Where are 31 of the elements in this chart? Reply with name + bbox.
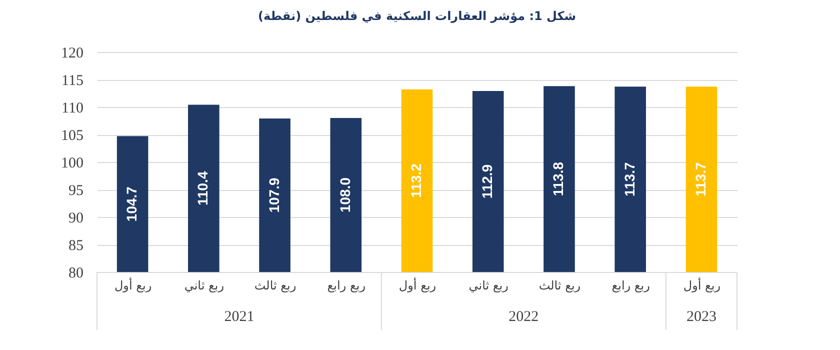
y-tick-label: 105 [61,128,84,144]
x-tick-label: ربع ثالث [254,278,296,292]
y-tick-label: 95 [68,183,84,199]
x-tick-label: ربع ثاني [184,278,224,292]
data-label: 113.2 [408,163,424,198]
chart-title: شكل 1: مؤشر العقارات السكنية في فلسطين (نقطة) [258,9,576,23]
x-tick-label: ربع أول [398,278,436,292]
data-label: 112.9 [479,164,496,199]
x-tick-label: ربع ثاني [468,278,509,292]
x-tick-label: ربع أول [114,278,152,292]
text: 2023 [686,309,716,325]
y-tick-label: 85 [68,238,84,254]
y-tick-label: 110 [62,100,84,116]
y-tick-label: 80 [68,266,84,282]
text: 2022 [508,309,539,325]
data-label: 108.0 [336,177,353,213]
y-tick-label: 100 [61,156,84,172]
data-label: 104.7 [124,186,140,222]
data-label: 107.9 [266,178,282,213]
data-label: 113.7 [692,162,708,196]
data-label: 113.7 [621,162,638,196]
x-tick-label: ربع رابع [327,278,366,292]
y-tick-label: 90 [68,210,84,226]
y-tick-label: 115 [62,73,84,89]
text: 2021 [224,309,254,325]
data-label: 110.4 [194,171,211,206]
x-tick-label: ربع أول [683,278,721,292]
x-tick-label: ربع رابع [612,278,650,292]
data-label: 113.8 [550,162,566,196]
x-tick-label: ربع ثالث [538,278,581,292]
y-tick-label: 120 [61,46,84,62]
